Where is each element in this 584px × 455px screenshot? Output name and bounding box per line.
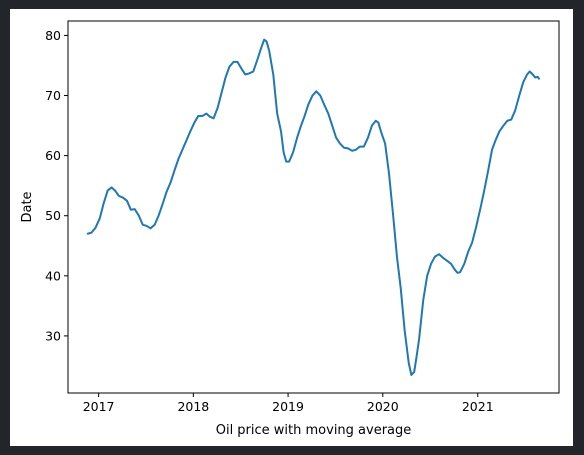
series-layer (86, 38, 541, 376)
y-tick-label-70: 70 (45, 88, 61, 103)
x-tick-label-2020: 2020 (367, 399, 399, 414)
x-tick-label-2019: 2019 (272, 399, 304, 414)
axis-ticks: 2017 2018 2019 2020 2021 30 40 50 60 70 80 (45, 28, 494, 414)
y-axis-label: Date (20, 191, 35, 222)
y-tick-label-80: 80 (45, 28, 61, 43)
y-tick-label-50: 50 (45, 208, 61, 223)
x-tick-label-2018: 2018 (177, 399, 209, 414)
x-axis-label: Oil price with moving average (216, 423, 412, 438)
line-chart: 2017 2018 2019 2020 2021 30 40 50 60 70 80 Oil pri… (20, 20, 560, 438)
y-tick-label-60: 60 (45, 148, 61, 163)
x-tick-label-2017: 2017 (83, 399, 115, 414)
plot-area-border (67, 20, 560, 394)
y-tick-label-30: 30 (45, 328, 61, 343)
x-tick-label-2021: 2021 (462, 399, 494, 414)
figure-canvas: 2017 2018 2019 2020 2021 30 40 50 60 70 80 Oil pri… (10, 9, 573, 446)
y-tick-label-40: 40 (45, 268, 61, 283)
series-line-0 (86, 38, 541, 376)
